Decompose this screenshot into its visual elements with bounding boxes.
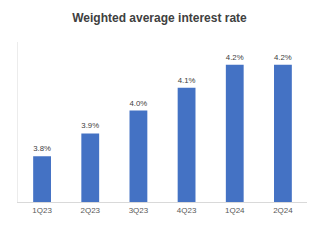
svg-text:Weighted average interest rate: Weighted average interest rate (72, 11, 247, 25)
svg-text:4.1%: 4.1% (178, 76, 196, 85)
svg-text:4.2%: 4.2% (226, 53, 244, 62)
svg-text:3Q23: 3Q23 (129, 206, 149, 215)
svg-text:4.2%: 4.2% (274, 53, 292, 62)
svg-text:1Q23: 1Q23 (32, 206, 52, 215)
svg-text:3.9%: 3.9% (81, 121, 99, 130)
svg-text:4Q23: 4Q23 (177, 206, 197, 215)
svg-text:1Q24: 1Q24 (225, 206, 245, 215)
svg-text:2Q23: 2Q23 (80, 206, 100, 215)
svg-text:3.8%: 3.8% (33, 144, 51, 153)
svg-text:2Q24: 2Q24 (273, 206, 293, 215)
svg-text:4.0%: 4.0% (130, 99, 148, 108)
